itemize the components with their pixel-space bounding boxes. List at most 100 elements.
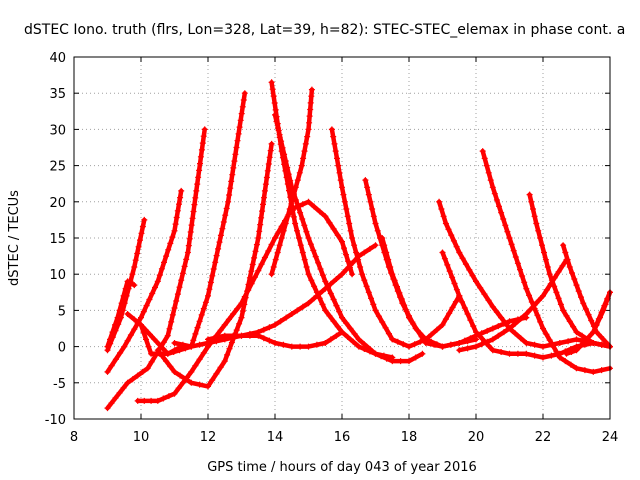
data-point	[200, 349, 207, 356]
data-point	[256, 228, 263, 235]
data-point	[245, 287, 252, 294]
data-point	[473, 343, 479, 350]
data-point	[597, 314, 603, 321]
data-point	[566, 318, 573, 325]
data-point	[146, 296, 153, 303]
data-point	[566, 264, 573, 270]
data-point	[304, 133, 311, 140]
data-point	[305, 300, 312, 307]
data-point	[301, 222, 308, 229]
data-point	[227, 185, 234, 192]
data-point	[512, 330, 519, 337]
data-point	[441, 255, 448, 262]
data-point	[453, 286, 460, 293]
data-point	[225, 316, 232, 323]
data-point	[343, 320, 350, 327]
data-point	[268, 241, 275, 248]
data-point	[308, 86, 315, 93]
data-point	[365, 289, 372, 296]
data-point	[483, 162, 490, 169]
data-point	[343, 251, 349, 258]
data-point	[240, 97, 247, 103]
data-point	[403, 308, 410, 315]
data-point	[199, 140, 206, 147]
data-point	[375, 313, 382, 320]
data-point	[462, 261, 469, 268]
data-point	[209, 377, 216, 384]
data-point	[479, 148, 486, 155]
data-point	[251, 274, 258, 281]
data-point	[104, 347, 111, 354]
data-point	[487, 177, 494, 184]
data-point	[379, 319, 386, 325]
data-point	[464, 311, 471, 317]
data-point	[142, 326, 149, 333]
data-point	[260, 326, 267, 333]
data-point	[315, 259, 322, 266]
data-point	[259, 208, 266, 215]
data-point	[148, 358, 155, 365]
data-point	[445, 226, 452, 233]
data-point	[531, 302, 538, 308]
data-point	[279, 144, 286, 151]
data-point	[381, 242, 388, 249]
data-point	[540, 292, 546, 299]
data-point	[506, 318, 513, 325]
data-point	[519, 273, 526, 279]
data-point	[581, 338, 588, 345]
data-point	[484, 338, 491, 345]
data-point	[165, 393, 172, 400]
data-point	[267, 147, 274, 154]
data-point	[196, 356, 203, 363]
data-point	[504, 228, 511, 235]
data-point	[544, 264, 551, 270]
data-point	[485, 297, 492, 304]
data-point	[433, 326, 440, 333]
data-point	[582, 306, 589, 312]
x-tick-label: 12	[200, 430, 217, 445]
data-series	[590, 289, 613, 336]
data-point	[154, 278, 161, 285]
data-point	[246, 274, 253, 281]
data-point	[528, 299, 535, 305]
data-point	[117, 314, 124, 321]
data-point	[169, 234, 176, 241]
data-point	[131, 264, 138, 270]
data-point	[205, 383, 211, 390]
data-point	[531, 341, 538, 348]
data-point	[523, 350, 530, 357]
data-series	[328, 126, 463, 350]
series-line	[105, 217, 147, 353]
data-point	[466, 266, 473, 273]
data-point	[145, 343, 152, 350]
data-point	[553, 348, 560, 355]
data-point	[262, 181, 269, 188]
data-point	[164, 350, 171, 357]
data-point	[448, 232, 455, 239]
data-point	[598, 341, 605, 348]
data-point	[602, 338, 609, 345]
data-point	[339, 184, 345, 191]
data-point	[344, 333, 351, 340]
data-point	[562, 358, 569, 365]
data-point	[303, 264, 310, 270]
data-point	[531, 352, 538, 359]
data-point	[510, 247, 517, 254]
data-point	[365, 191, 372, 198]
data-point	[184, 249, 191, 256]
data-point	[143, 302, 150, 309]
data-point	[166, 325, 173, 332]
data-point	[207, 279, 214, 286]
data-point	[287, 177, 294, 184]
data-point	[364, 184, 371, 191]
data-point	[577, 342, 584, 349]
data-point	[301, 148, 308, 155]
data-point	[498, 209, 505, 216]
data-point	[370, 301, 377, 308]
data-point	[428, 331, 435, 338]
data-point	[327, 290, 334, 297]
data-point	[221, 332, 228, 339]
data-point	[456, 249, 463, 256]
data-point	[193, 187, 200, 194]
data-point	[295, 203, 301, 210]
